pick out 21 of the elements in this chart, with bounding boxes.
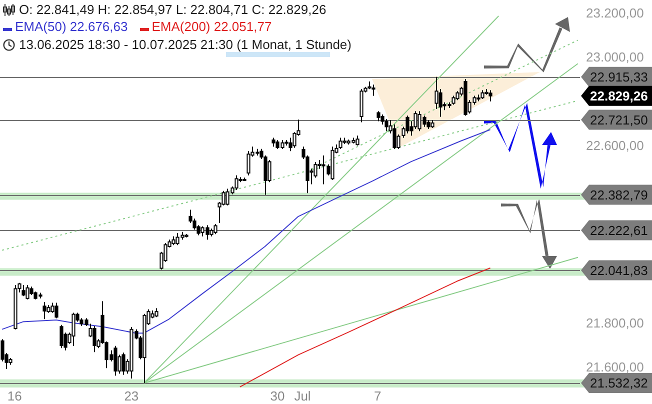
ref-line-label: 22.382,79	[590, 187, 648, 202]
legend-label: EMA(50) 22.676,63	[14, 19, 128, 34]
text: 22.829,26	[590, 88, 648, 104]
ref-line-label: 21.532,32	[590, 376, 648, 391]
ref-line-label: 22.222,61	[590, 222, 648, 238]
chart-title: O: 22.841,49 H: 22.854,97 L: 22.804,71 C: 22.829,26	[19, 2, 326, 17]
ref-line-label: 22.721,50	[590, 112, 648, 128]
ref-line-label: 22.041,83	[590, 262, 648, 278]
x-tick-label: 7	[374, 388, 382, 404]
y-tick-label: 23.200,00	[586, 5, 644, 20]
y-tick-label: 23.000,00	[586, 50, 644, 65]
x-tick-label: Jul	[294, 388, 311, 404]
x-tick-label: 16	[7, 388, 22, 404]
y-tick-label: 22.600,00	[586, 138, 644, 154]
legend-label: EMA(200) 22.051,77	[150, 19, 272, 34]
ref-line-label: 22.915,33	[590, 69, 648, 84]
y-tick-label: 21.600,00	[586, 360, 644, 375]
text: 13.06.2025 18:30 - 10.07.2025 21:30 (1 Monat, 1 Stunde)	[19, 37, 352, 52]
y-tick-label: 21.800,00	[586, 315, 644, 330]
x-tick-label: 30	[270, 388, 285, 404]
x-tick-label: 23	[124, 388, 139, 404]
